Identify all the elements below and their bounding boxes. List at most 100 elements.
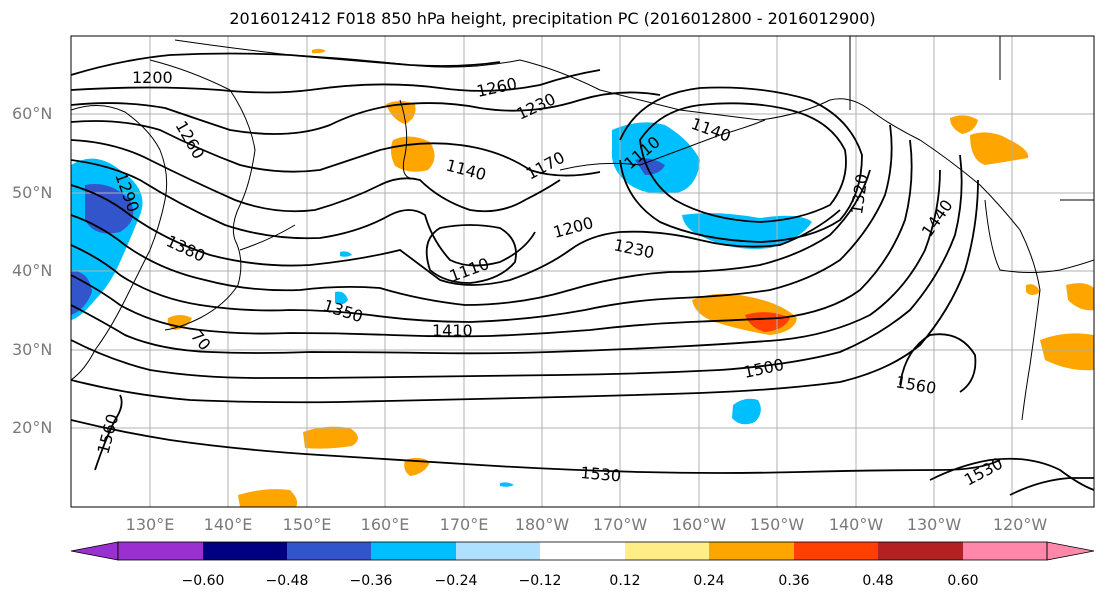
lon-label: 170°W (592, 515, 648, 534)
precip-shading (71, 48, 1094, 507)
lon-label: 120°W (992, 515, 1048, 534)
lon-label: 150°W (749, 515, 805, 534)
lon-label: 160°E (360, 515, 410, 534)
contour-line (899, 333, 977, 393)
contour-line (71, 52, 501, 76)
colorbar (70, 541, 1095, 561)
precip-area (85, 184, 134, 234)
contour-line (71, 120, 601, 177)
lon-label: 140°E (203, 515, 253, 534)
contour-line (71, 154, 963, 379)
lat-label: 60°N (12, 104, 53, 123)
colorbar-bin (203, 542, 287, 560)
contour-line (1009, 477, 1094, 496)
coastline (149, 59, 256, 241)
contour-line (71, 139, 561, 213)
coastline (174, 39, 1041, 421)
contour-label: 1140 (689, 114, 734, 146)
precip-area (340, 251, 352, 257)
lat-label: 50°N (12, 183, 53, 202)
gridlines (71, 36, 1094, 507)
colorbar-tick-label: 0.36 (778, 573, 810, 589)
contour-label: 1170 (523, 148, 568, 184)
colorbar-bin (118, 542, 203, 560)
colorbar-tick-label: 0.12 (609, 573, 641, 589)
contour-label: 1320 (847, 173, 871, 216)
contour-label: 1260 (172, 118, 209, 163)
lon-label: 130°E (125, 515, 175, 534)
colorbar-bin (456, 542, 540, 560)
contour-label: 1500 (742, 355, 786, 382)
contour-line (71, 159, 536, 267)
coastline (559, 119, 766, 171)
colorbar-bin (540, 542, 625, 560)
coastline (239, 224, 296, 251)
precip-area (71, 270, 92, 315)
contour-label: 1140 (444, 156, 488, 185)
colorbar-tick-label: −0.12 (518, 573, 562, 589)
colorbar-tick-label: −0.48 (265, 573, 309, 589)
contour-label: 1530 (961, 454, 1006, 490)
contour-label: 1380 (163, 231, 208, 265)
contour-line (71, 419, 1001, 474)
contour-line (929, 457, 1094, 491)
colorbar-low-extension (70, 541, 119, 561)
coastline (399, 99, 411, 179)
colorbar-tick-label: −0.36 (349, 573, 393, 589)
colorbar-high-extension (1046, 541, 1095, 561)
map-title: 2016012412 F018 850 hPa height, precipit… (229, 9, 876, 28)
contour-line (71, 124, 893, 323)
height-contours (71, 52, 1094, 496)
contour-label: 1530 (580, 463, 622, 485)
colorbar-bin (709, 542, 794, 560)
contour-label: 1260 (475, 74, 519, 101)
lat-label: 20°N (12, 418, 53, 437)
contour-line (71, 91, 661, 135)
colorbar-tick-label: −0.24 (434, 573, 478, 589)
colorbar-bin (625, 542, 709, 560)
precip-area (390, 136, 435, 172)
precip-area (1026, 284, 1040, 295)
precip-area (692, 293, 797, 335)
precip-area (303, 426, 359, 449)
contour-label: 1560 (94, 412, 123, 456)
colorbar-tick-label: −0.60 (181, 573, 225, 589)
contour-label: 1410 (432, 321, 473, 340)
colorbar-tick-label: 0.24 (693, 573, 725, 589)
precip-area (312, 48, 326, 54)
contour-line (71, 184, 841, 286)
lat-label: 30°N (12, 340, 53, 359)
lon-label: 160°W (671, 515, 727, 534)
colorbar-bin (963, 542, 1047, 560)
contour-label: 1350 (321, 296, 366, 327)
precip-area (611, 122, 700, 194)
contour-line (71, 139, 913, 338)
contour-label: 1200 (551, 213, 595, 242)
precip-area (635, 158, 665, 175)
precip-area (1066, 283, 1094, 311)
colorbar-tick-label: 0.48 (862, 573, 894, 589)
contour-label: 1200 (132, 68, 173, 87)
contour-label: 1230 (612, 235, 656, 262)
contour-label: 1560 (894, 372, 937, 398)
precip-area (335, 291, 348, 305)
precip-area (950, 115, 978, 134)
colorbar-tick-label: 0.60 (947, 573, 979, 589)
precip-area (732, 398, 761, 425)
precip-area (745, 312, 790, 332)
lon-label: 140°W (828, 515, 884, 534)
contour-line (425, 224, 517, 284)
colorbar-bin (287, 542, 371, 560)
precip-area (404, 457, 430, 476)
precip-area (970, 132, 1029, 165)
contour-line (619, 86, 863, 243)
contour-line (639, 102, 847, 223)
coastline (71, 105, 168, 381)
lon-label: 130°W (906, 515, 962, 534)
precip-area (386, 101, 416, 124)
colorbar-bin (794, 542, 878, 560)
lon-label: 150°E (282, 515, 332, 534)
contour-line (71, 169, 941, 355)
contour-line (71, 69, 601, 94)
lon-label: 170°E (439, 515, 489, 534)
